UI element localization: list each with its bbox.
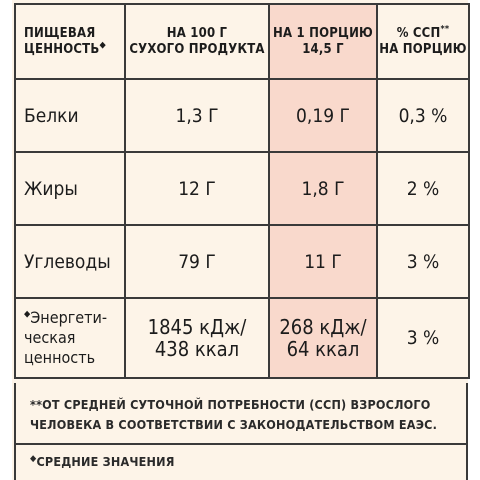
energy-label-line3: ценность	[24, 348, 96, 367]
row-per-serving: 0,19 Г	[268, 78, 378, 153]
header-nutrition-value: ПИЩЕВАЯ ЦЕННОСТЬ◆	[14, 3, 126, 80]
row-percent: 0,3 %	[376, 78, 470, 153]
energy-per100-line2: 438 ккал	[154, 337, 240, 361]
row-per100: 79 Г	[124, 224, 270, 299]
header-per-100g: НА 100 Г СУХОГО ПРОДУКТА	[124, 3, 270, 80]
footnote-dv-line1: **ОТ СРЕДНЕЙ СУТОЧНОЙ ПОТРЕБНОСТИ (ССП) …	[30, 397, 431, 412]
row-label: Углеводы	[14, 224, 126, 299]
row-per-serving-energy: 268 кДж/ 64 ккал	[268, 297, 378, 379]
row-label: Жиры	[14, 151, 126, 226]
header-per-serving: НА 1 ПОРЦИЮ 14,5 Г	[268, 3, 378, 80]
energy-label-line1: Энергети-	[30, 308, 108, 327]
footnote-dv: **ОТ СРЕДНЕЙ СУТОЧНОЙ ПОТРЕБНОСТИ (ССП) …	[14, 383, 468, 445]
footnote-average-text: СРЕДНИЕ ЗНАЧЕНИЯ	[36, 454, 175, 469]
nutrition-table: ПИЩЕВАЯ ЦЕННОСТЬ◆ НА 100 Г СУХОГО ПРОДУК…	[14, 3, 470, 379]
energy-serving-line1: 268 кДж/	[279, 315, 367, 339]
row-per-serving: 11 Г	[268, 224, 378, 299]
row-percent: 2 %	[376, 151, 470, 226]
table-row-protein: Белки 1,3 Г 0,19 Г 0,3 %	[14, 78, 470, 153]
diamond-mark-icon: ◆	[99, 40, 106, 51]
header-col4-line1: % ССП	[396, 25, 441, 41]
row-percent: 3 %	[376, 224, 470, 299]
header-col4-line2: НА ПОРЦИЮ	[379, 41, 467, 57]
header-col2-line2: СУХОГО ПРОДУКТА	[129, 41, 265, 57]
diamond-mark-icon: ◆	[24, 309, 31, 320]
header-col1-text: ПИЩЕВАЯ ЦЕННОСТЬ	[24, 25, 100, 57]
header-col2-line1: НА 100 Г	[166, 25, 228, 41]
footnote-dv-line2: ЧЕЛОВЕКА В СООТВЕТСТВИИ С ЗАКОНОДАТЕЛЬСТ…	[30, 417, 438, 432]
header-col3-line2: 14,5 Г	[302, 41, 344, 57]
header-col3-line1: НА 1 ПОРЦИЮ	[273, 25, 373, 41]
row-per100: 12 Г	[124, 151, 270, 226]
row-label: Белки	[14, 78, 126, 153]
energy-serving-line2: 64 ккал	[286, 337, 360, 361]
table-header-row: ПИЩЕВАЯ ЦЕННОСТЬ◆ НА 100 Г СУХОГО ПРОДУК…	[14, 3, 470, 80]
table-row-energy: ◆Энергети- ческая ценность 1845 кДж/ 438…	[14, 297, 470, 379]
row-per100: 1,3 Г	[124, 78, 270, 153]
row-label-energy: ◆Энергети- ческая ценность	[14, 297, 126, 379]
row-per-serving: 1,8 Г	[268, 151, 378, 226]
table-row-carbs: Углеводы 79 Г 11 Г 3 %	[14, 224, 470, 299]
header-percent-dv: % ССП** НА ПОРЦИЮ	[376, 3, 470, 80]
row-per100-energy: 1845 кДж/ 438 ккал	[124, 297, 270, 379]
row-percent-energy: 3 %	[376, 297, 470, 379]
diamond-mark-icon: ◆	[30, 453, 37, 464]
energy-label-line2: ческая	[24, 328, 76, 347]
table-row-fat: Жиры 12 Г 1,8 Г 2 %	[14, 151, 470, 226]
double-asterisk-mark: **	[440, 24, 450, 35]
energy-per100-line1: 1845 кДж/	[147, 315, 247, 339]
footnote-average: ◆СРЕДНИЕ ЗНАЧЕНИЯ	[14, 445, 468, 480]
